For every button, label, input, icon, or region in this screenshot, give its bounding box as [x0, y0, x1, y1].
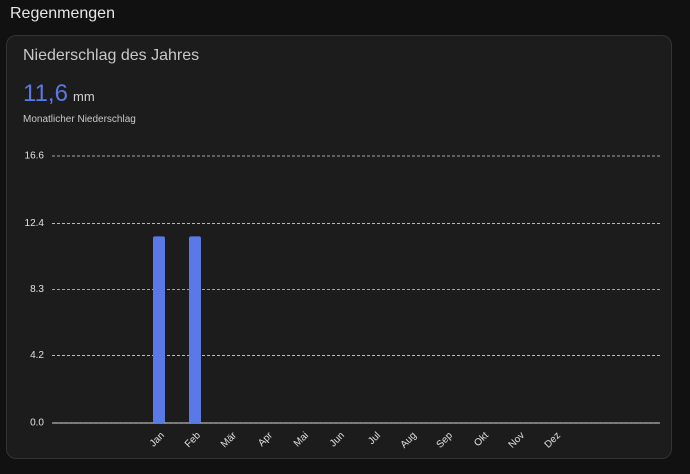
y-tick-label: 8.3: [30, 284, 44, 295]
x-tick-label: Mai: [292, 430, 311, 449]
y-tick-label: 12.4: [25, 218, 45, 229]
section-title: Regenmengen: [10, 5, 115, 22]
y-tick-label: 16.6: [25, 151, 45, 162]
card: Niederschlag des Jahres 11,6 mm Monatlic…: [6, 35, 672, 459]
x-tick-label: Aug: [399, 430, 419, 450]
x-tick-label: Jul: [366, 430, 383, 447]
x-tick-label: Mär: [219, 430, 239, 450]
bar: [189, 236, 201, 423]
x-tick-label: Sep: [435, 430, 456, 451]
x-tick-label: Feb: [183, 430, 203, 450]
x-tick-label: Nov: [507, 430, 527, 450]
x-tick-label: Dez: [543, 430, 563, 450]
chart-label: Monatlicher Niederschlag: [23, 114, 136, 125]
y-tick-label: 0.0: [30, 418, 44, 429]
bar: [153, 236, 165, 423]
card-title: Niederschlag des Jahres: [23, 47, 200, 64]
x-tick-label: Jun: [328, 430, 347, 449]
x-tick-label: Okt: [472, 430, 491, 449]
y-tick-label: 4.2: [30, 350, 44, 361]
x-tick-label: Jan: [148, 430, 167, 449]
x-tick-label: Apr: [256, 430, 275, 449]
total-value: 11,6: [23, 80, 68, 107]
unit: mm: [73, 89, 95, 104]
